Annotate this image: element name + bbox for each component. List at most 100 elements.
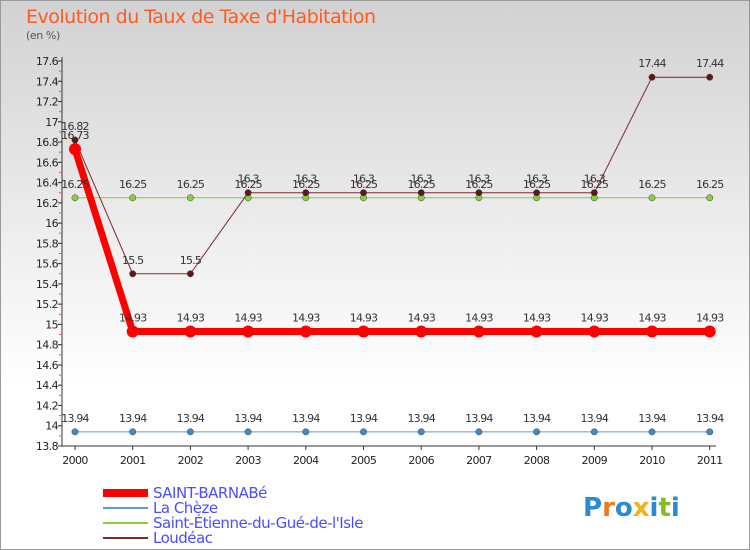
data-label: 14.93 xyxy=(696,312,724,325)
data-point xyxy=(129,194,137,202)
logo-letter: t xyxy=(658,493,670,523)
x-tick-label: 2004 xyxy=(293,454,319,467)
x-tick-label: 2009 xyxy=(581,454,607,467)
y-tick-label: 15 xyxy=(45,318,58,331)
legend-label: La Chèze xyxy=(153,499,218,517)
y-tick-label: 16.8 xyxy=(36,136,59,149)
data-label: 14.93 xyxy=(407,312,435,325)
legend-label: SAINT-BARNABé xyxy=(153,484,267,502)
y-tick-label: 16.2 xyxy=(36,197,58,210)
data-point xyxy=(186,194,194,202)
data-point xyxy=(646,325,658,338)
y-tick-label: 14 xyxy=(45,420,58,433)
data-label: 14.93 xyxy=(177,312,205,325)
logo-letter: P xyxy=(583,493,602,523)
data-label: 14.93 xyxy=(581,312,609,325)
y-tick-label: 14.2 xyxy=(36,399,58,412)
x-tick-label: 2007 xyxy=(466,454,492,467)
data-label: 16.25 xyxy=(465,178,493,191)
x-tick-label: 2003 xyxy=(235,454,261,467)
data-label: 16.3 xyxy=(411,173,433,186)
data-label: 16.3 xyxy=(295,173,317,186)
data-point xyxy=(302,189,310,197)
data-point xyxy=(590,428,598,436)
data-label: 15.5 xyxy=(122,254,144,267)
data-label: 13.94 xyxy=(234,412,262,425)
data-label: 13.94 xyxy=(581,412,609,425)
data-point xyxy=(530,325,543,338)
data-label: 16.25 xyxy=(638,178,666,191)
data-point xyxy=(417,428,425,436)
data-point xyxy=(244,428,252,436)
data-label: 16.3 xyxy=(584,173,606,186)
data-label: 14.93 xyxy=(523,312,551,325)
data-label: 13.94 xyxy=(407,412,435,425)
data-point xyxy=(360,428,367,436)
data-point xyxy=(126,325,139,338)
series-line xyxy=(74,76,711,275)
data-label: 14.93 xyxy=(350,312,378,325)
chart-title: Evolution du Taux de Taxe d'Habitation xyxy=(26,6,376,28)
data-label: 16.3 xyxy=(468,173,490,186)
logo-letter: i xyxy=(671,493,680,523)
data-label: 17.44 xyxy=(638,57,666,70)
y-tick-label: 16.4 xyxy=(36,177,59,190)
y-tick-label: 14.4 xyxy=(36,379,59,392)
data-point xyxy=(472,325,485,338)
y-tick-label: 17 xyxy=(45,116,58,129)
y-tick-label: 16 xyxy=(45,217,58,230)
x-tick-label: 2000 xyxy=(62,454,88,467)
y-tick-label: 13.8 xyxy=(36,440,59,453)
data-label: 16.25 xyxy=(523,178,551,191)
data-point xyxy=(648,428,656,436)
logo-letter: x xyxy=(633,493,650,523)
logo-text: Proxiti xyxy=(583,493,680,523)
data-point xyxy=(244,189,252,197)
data-point xyxy=(357,325,370,338)
data-point xyxy=(706,428,714,436)
data-point xyxy=(69,143,81,156)
data-label: 13.94 xyxy=(177,412,205,425)
y-tick-label: 15.8 xyxy=(36,237,59,250)
data-label: 13.94 xyxy=(119,412,147,425)
data-point xyxy=(71,194,79,202)
data-label: 15.5 xyxy=(180,254,202,267)
x-tick-label: 2008 xyxy=(524,454,550,467)
data-point xyxy=(129,270,137,278)
data-point xyxy=(299,325,312,338)
data-labels: 16.25 16.25 16.25 16.25 16.25 16.25 16.25 16.25… xyxy=(61,57,725,425)
data-label: 14.93 xyxy=(638,312,666,325)
logo-letter: r xyxy=(602,493,615,523)
data-label: 13.94 xyxy=(292,412,320,425)
data-label: 16.73 xyxy=(61,129,89,142)
data-point xyxy=(590,189,598,197)
data-label: 16.25 xyxy=(61,178,89,191)
data-label: 17.44 xyxy=(696,57,724,70)
data-label: 13.94 xyxy=(696,412,724,425)
data-point xyxy=(242,325,255,338)
data-point xyxy=(648,194,656,202)
y-tick-label: 14.6 xyxy=(36,359,59,372)
data-point xyxy=(71,428,79,436)
data-point xyxy=(184,325,197,338)
y-tick-label: 17.6 xyxy=(36,55,59,68)
data-label: 16.25 xyxy=(119,178,147,191)
x-tick-label: 2002 xyxy=(178,454,204,467)
data-point xyxy=(417,189,425,197)
data-label: 16.25 xyxy=(696,178,724,191)
x-tick-label: 2001 xyxy=(120,454,146,467)
data-point xyxy=(706,73,714,81)
proxiti-logo: Proxiti xyxy=(583,493,680,523)
x-tick-label: 2006 xyxy=(408,454,434,467)
data-point xyxy=(588,325,601,338)
y-tick-label: 16.6 xyxy=(36,156,59,169)
data-label: 16.25 xyxy=(292,178,320,191)
data-point xyxy=(302,428,310,436)
axes: 13.8 14 14.2 14.4 14.6 14.8 15 15.2 15.4 15.6 15.8… xyxy=(36,55,723,467)
logo-letter: o xyxy=(615,493,633,523)
data-point xyxy=(703,325,716,338)
data-label: 14.93 xyxy=(465,312,493,325)
data-label: 16.3 xyxy=(353,173,375,186)
